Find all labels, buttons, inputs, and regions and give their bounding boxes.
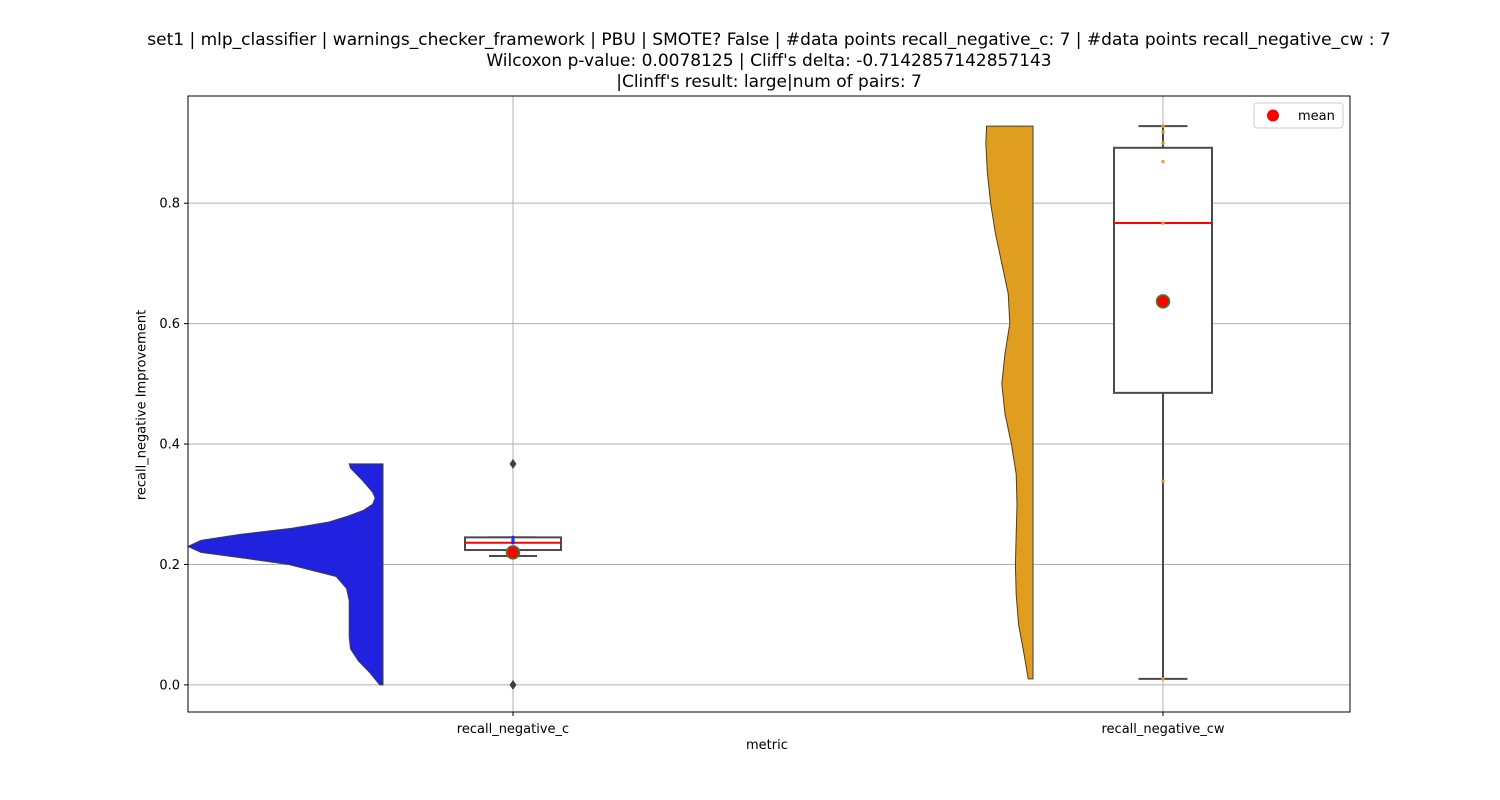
box-iqr [1113,146,1213,394]
violin-recall_negative_cw [985,125,1034,680]
data-point-2 [1161,221,1165,225]
legend-marker-mean [1267,109,1279,122]
chart-title-line-2: Wilcoxon p-value: 0.0078125 | Cliff's de… [486,51,1052,71]
data-point-1 [1161,479,1165,484]
mean-marker [1155,294,1171,309]
legend: mean [1253,102,1344,129]
data-point-4 [1161,141,1165,145]
chart-title-line-1: set1 | mlp_classifier | warnings_checker… [147,30,1391,50]
data-point-5 [1161,130,1165,134]
outlier-1 [509,458,517,469]
plot-frame [187,95,1351,713]
y-tick-label-3: 0.6 [159,317,180,332]
x-tick-label-1: recall_negative_cw [1101,722,1224,737]
y-axis-label: recall_negative Improvement [134,309,150,501]
x-axis-label: metric [746,738,788,753]
violin-recall_negative_c [188,463,384,686]
data-point-6 [1161,124,1165,128]
data-point-4 [511,535,515,540]
data-point-3 [1161,159,1165,164]
box-group-recall_negative_cw [1113,124,1213,681]
y-tick-label-1: 0.2 [159,558,180,573]
data-point-3 [511,538,515,543]
y-tick-label-2: 0.4 [159,438,180,453]
y-tick-label-4: 0.8 [159,197,180,212]
mean-marker [505,545,521,560]
plot-marks [188,124,1213,690]
y-tick-label-0: 0.0 [159,678,180,693]
box-group-recall_negative_c [464,458,562,690]
outlier-0 [509,679,517,690]
data-point-0 [1161,677,1165,681]
x-tick-label-0: recall_negative_c [457,722,569,737]
chart-title-line-3: |Clinff's result: large|num of pairs: 7 [616,72,922,92]
legend-label-mean: mean [1298,109,1335,124]
legend-box [1253,102,1344,129]
